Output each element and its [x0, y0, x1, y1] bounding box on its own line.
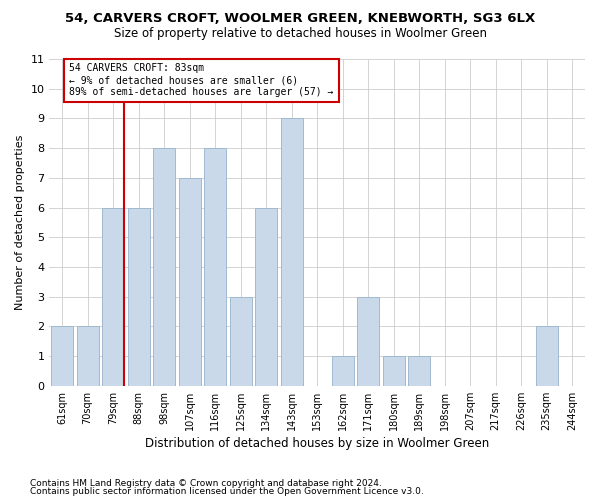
Text: 54 CARVERS CROFT: 83sqm
← 9% of detached houses are smaller (6)
89% of semi-deta: 54 CARVERS CROFT: 83sqm ← 9% of detached… [70, 64, 334, 96]
Bar [179, 178, 200, 386]
Bar [154, 148, 175, 386]
Bar [536, 326, 557, 386]
Bar [332, 356, 353, 386]
Bar [52, 326, 73, 386]
Text: Size of property relative to detached houses in Woolmer Green: Size of property relative to detached ho… [113, 28, 487, 40]
Bar [409, 356, 430, 386]
Bar [128, 208, 149, 386]
Bar [281, 118, 302, 386]
Y-axis label: Number of detached properties: Number of detached properties [15, 134, 25, 310]
Text: Contains public sector information licensed under the Open Government Licence v3: Contains public sector information licen… [30, 487, 424, 496]
X-axis label: Distribution of detached houses by size in Woolmer Green: Distribution of detached houses by size … [145, 437, 490, 450]
Bar [103, 208, 124, 386]
Text: 54, CARVERS CROFT, WOOLMER GREEN, KNEBWORTH, SG3 6LX: 54, CARVERS CROFT, WOOLMER GREEN, KNEBWO… [65, 12, 535, 26]
Text: Contains HM Land Registry data © Crown copyright and database right 2024.: Contains HM Land Registry data © Crown c… [30, 478, 382, 488]
Bar [230, 296, 251, 386]
Bar [77, 326, 98, 386]
Bar [205, 148, 226, 386]
Bar [383, 356, 404, 386]
Bar [358, 296, 379, 386]
Bar [256, 208, 277, 386]
